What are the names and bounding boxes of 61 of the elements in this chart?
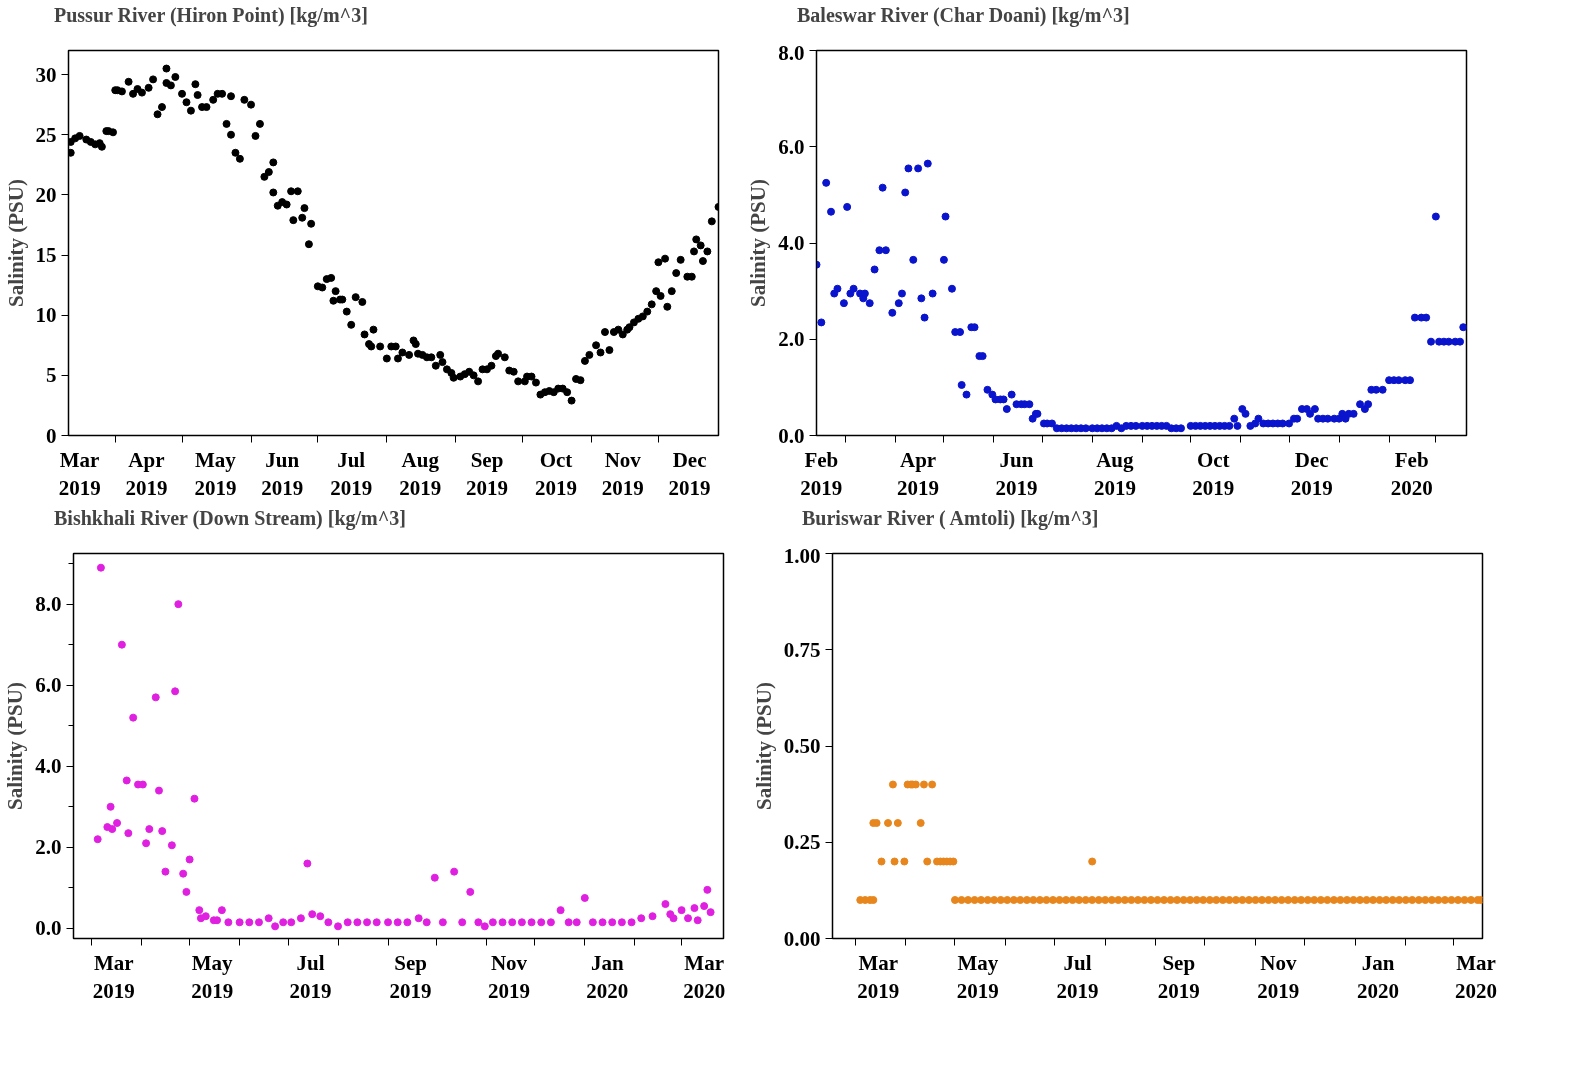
y-tick-label: 8.0 — [778, 40, 805, 65]
x-tick-label: Jan 2020 — [1356, 950, 1399, 1004]
y-tick-label: 2.0 — [778, 327, 805, 352]
y-tick-label: 0.0 — [35, 916, 62, 941]
y-tick-label: 30 — [35, 62, 57, 87]
x-tick-label: Feb 2019 — [800, 447, 843, 501]
x-tick-label: Apr 2019 — [125, 447, 168, 501]
x-tick-label: Feb 2020 — [1390, 447, 1433, 501]
y-tick-label: 8.0 — [35, 592, 62, 617]
y-tick-label: 2.0 — [35, 835, 62, 860]
y-tick-label: 0.50 — [783, 734, 821, 758]
x-tick-label: Mar 2019 — [92, 950, 135, 1004]
text: Pussur River (Hiron Point) [kg/m^3] — [54, 4, 368, 27]
x-tick-label: Jul 2019 — [1056, 950, 1099, 1004]
y-tick-label: 15 — [35, 243, 57, 268]
y-tick-label: 5 — [46, 363, 57, 388]
y-tick-label: 0.25 — [783, 830, 821, 855]
y-tick-label: 10 — [35, 303, 57, 328]
x-tick-label: Nov 2019 — [1257, 950, 1300, 1004]
x-tick-label: Mar 2019 — [58, 447, 101, 501]
y-tick-label: 0.75 — [783, 637, 821, 662]
x-tick-label: Mar 2020 — [683, 950, 726, 1004]
x-tick-label: Sep 2019 — [1157, 950, 1200, 1004]
x-tick-label: Sep 2019 — [465, 447, 508, 501]
text: Buriswar River ( Amtoli) [kg/m^3] — [802, 507, 1099, 530]
y-tick-label: 25 — [35, 122, 57, 147]
x-tick-label: May 2019 — [956, 950, 999, 1004]
x-tick-label: Nov 2019 — [487, 950, 530, 1004]
x-tick-label: Mar 2020 — [1454, 950, 1497, 1004]
x-tick-label: Jul 2019 — [289, 950, 332, 1004]
x-tick-label: Jan 2020 — [586, 950, 629, 1004]
x-tick-label: Jun 2019 — [995, 447, 1038, 501]
y-axis-title: Salinity (PSU) — [751, 682, 776, 810]
x-tick-label: Dec 2019 — [668, 447, 711, 501]
y-axis-title: Salinity (PSU) — [746, 179, 771, 307]
y-tick-label: 0.00 — [783, 926, 821, 951]
y-tick-label: 6.0 — [778, 134, 805, 159]
y-tick-label: 4.0 — [778, 231, 805, 255]
x-tick-label: Nov 2019 — [601, 447, 644, 501]
x-tick-label: Apr 2019 — [897, 447, 940, 501]
x-tick-label: Aug 2019 — [399, 447, 442, 501]
x-tick-label: Oct 2019 — [535, 447, 577, 501]
y-axis-title: Salinity (PSU) — [3, 682, 28, 810]
text: Baleswar River (Char Doani) [kg/m^3] — [797, 4, 1130, 27]
x-tick-label: Aug 2019 — [1093, 447, 1136, 501]
x-tick-label: May 2019 — [194, 447, 237, 501]
text: Bishkhali River (Down Stream) [kg/m^3] — [54, 507, 407, 530]
y-tick-label: 4.0 — [35, 754, 62, 779]
y-tick-label: 20 — [35, 182, 57, 207]
y-tick-label: 0.0 — [778, 423, 805, 448]
x-tick-label: Dec 2019 — [1290, 447, 1333, 501]
x-tick-label: Sep 2019 — [389, 950, 432, 1004]
y-tick-label: 1.00 — [783, 543, 821, 568]
x-tick-label: Mar 2019 — [857, 950, 900, 1004]
y-axis-title: Salinity (PSU) — [3, 179, 28, 307]
y-tick-label: 0 — [46, 423, 57, 448]
x-tick-label: Oct 2019 — [1192, 447, 1235, 501]
y-tick-label: 6.0 — [35, 673, 62, 698]
x-tick-label: Jul 2019 — [330, 447, 373, 501]
x-tick-label: Jun 2019 — [261, 447, 304, 501]
x-tick-label: May 2019 — [191, 950, 234, 1004]
